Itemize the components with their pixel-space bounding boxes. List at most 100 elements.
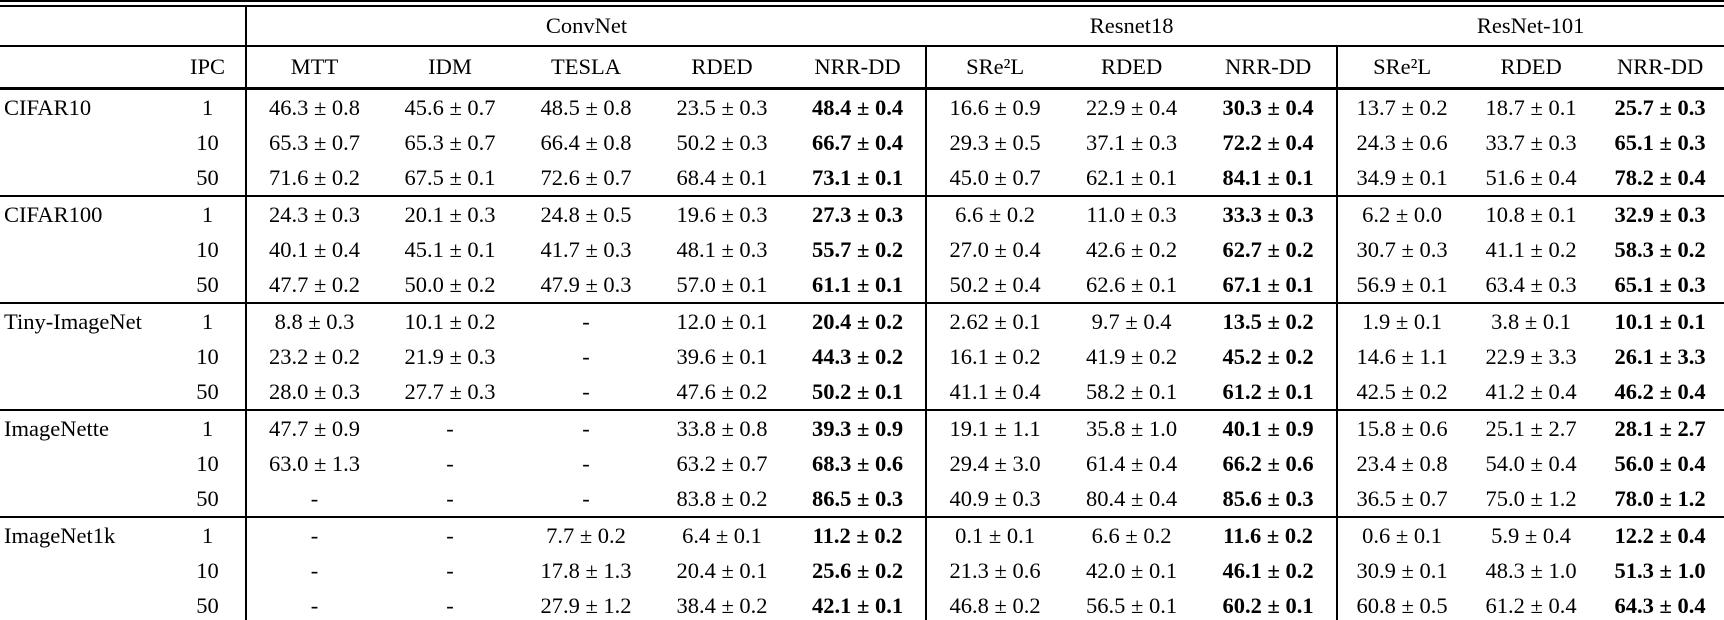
- ipc-value: 50: [170, 267, 246, 304]
- value-cell: 13.5 ± 0.2: [1222, 308, 1314, 334]
- value-cell: 60.8 ± 0.5: [1336, 588, 1467, 620]
- value-cell: 78.0 ± 1.2: [1596, 481, 1724, 518]
- ipc-value: 10: [196, 557, 219, 583]
- value-cell: -: [245, 588, 382, 620]
- value-cell: 41.2 ± 0.4: [1466, 374, 1597, 411]
- value-cell: 25.7 ± 0.3: [1614, 94, 1706, 120]
- ipc-value: 1: [201, 415, 214, 441]
- dataset-label: [0, 446, 170, 481]
- value-cell: 48.5 ± 0.8: [540, 94, 632, 120]
- value-cell: 33.7 ± 0.3: [1485, 129, 1577, 155]
- value-cell: 47.7 ± 0.2: [245, 267, 382, 304]
- value-cell: 23.5 ± 0.3: [676, 94, 768, 120]
- value-cell: 68.3 ± 0.6: [811, 450, 904, 476]
- dataset-label: ImageNette: [4, 415, 109, 441]
- value-cell: 3.8 ± 0.1: [1491, 308, 1572, 334]
- ipc-value: 50: [170, 374, 246, 411]
- value-cell: 42.5 ± 0.2: [1336, 374, 1467, 411]
- value-cell: 18.7 ± 0.1: [1485, 94, 1577, 120]
- value-cell: 16.1 ± 0.2: [925, 339, 1064, 374]
- value-cell: 10.8 ± 0.1: [1485, 201, 1577, 227]
- col-header-rded-9: RDED: [1466, 46, 1597, 90]
- dataset-label: [0, 125, 170, 160]
- value-cell: 8.8 ± 0.3: [245, 303, 382, 339]
- table-row-imagenet1k-ipc10: 10- -17.8 ± 1.3 20.4 ± 0.1 25.6 ± 0.2 21.3 ±…: [0, 553, 1724, 588]
- value-cell: 61.1 ± 0.1: [790, 267, 927, 304]
- value-cell: 50.2 ± 0.4: [925, 267, 1064, 304]
- value-cell: 30.9 ± 0.1: [1336, 553, 1467, 588]
- value-cell: 48.1 ± 0.3: [676, 236, 768, 262]
- dataset-label: [0, 267, 170, 304]
- value-cell: -: [382, 481, 518, 518]
- value-cell: 23.2 ± 0.2: [245, 339, 382, 374]
- dataset-label: [0, 160, 170, 197]
- value-cell: 61.2 ± 0.4: [1466, 588, 1597, 620]
- table-row-imagenette-ipc1: ImageNette 1 47.7 ± 0.9 - - 33.8 ± 0.8 39.3 ± …: [0, 410, 1724, 446]
- value-cell: 50.2 ± 0.1: [790, 374, 927, 411]
- ipc-value: 1: [201, 201, 214, 227]
- value-cell: 51.3 ± 1.0: [1614, 557, 1706, 583]
- value-cell: 7.7 ± 0.2: [546, 522, 626, 548]
- value-cell: 73.1 ± 0.1: [790, 160, 927, 197]
- value-cell: -: [446, 522, 454, 548]
- col-header-sre2l-8: SRe²L: [1336, 46, 1467, 90]
- value-cell: 39.6 ± 0.1: [676, 343, 768, 369]
- dataset-header-cell: [0, 46, 170, 90]
- value-cell: 2.62 ± 0.1: [925, 303, 1064, 339]
- value-cell: 67.1 ± 0.1: [1200, 267, 1338, 304]
- value-cell: 37.1 ± 0.3: [1086, 129, 1178, 155]
- value-cell: 65.1 ± 0.3: [1614, 129, 1706, 155]
- value-cell: 23.4 ± 0.8: [1336, 446, 1467, 481]
- value-cell: 45.2 ± 0.2: [1222, 343, 1314, 369]
- ipc-value: 10: [196, 129, 219, 155]
- group-header-resnet18: Resnet18: [926, 0, 1338, 47]
- ipc-value: 1: [201, 308, 214, 334]
- value-cell: 6.6 ± 0.2: [925, 196, 1064, 232]
- value-cell: 51.6 ± 0.4: [1466, 160, 1597, 197]
- value-cell: 17.8 ± 1.3: [540, 557, 632, 583]
- value-cell: 28.0 ± 0.3: [245, 374, 382, 411]
- value-cell: -: [518, 481, 654, 518]
- ipc-value: 50: [170, 588, 246, 620]
- value-cell: 5.9 ± 0.4: [1491, 522, 1572, 548]
- value-cell: 47.6 ± 0.2: [654, 374, 790, 411]
- dataset-label: [0, 481, 170, 518]
- value-cell: 47.9 ± 0.3: [518, 267, 654, 304]
- value-cell: 45.1 ± 0.1: [404, 236, 496, 262]
- table-row-imagenette-ipc50: 50- - -83.8 ± 0.2 86.5 ± 0.3 40.9 ± 0.3 80.4 …: [0, 481, 1724, 518]
- method-header-row: IPC MTT IDM TESLA RDED NRR-DD SRe²L RDED NRR-DD S…: [0, 46, 1724, 90]
- ipc-value: 1: [201, 522, 214, 548]
- value-cell: 41.7 ± 0.3: [540, 236, 632, 262]
- value-cell: 10.1 ± 0.1: [1614, 308, 1706, 334]
- dataset-label: [0, 588, 170, 620]
- value-cell: 46.2 ± 0.4: [1596, 374, 1724, 411]
- table-row-tiny-imagenet-ipc50: 50 28.0 ± 0.3 27.7 ± 0.3-47.6 ± 0.2 50.2 ± …: [0, 374, 1724, 411]
- table-row-cifar10-ipc1: CIFAR10 1 46.3 ± 0.8 45.6 ± 0.7 48.5 ± 0.8 23…: [0, 88, 1724, 125]
- ipc-value: 1: [201, 94, 214, 120]
- table-row-cifar100-ipc1: CIFAR100 1 24.3 ± 0.3 20.1 ± 0.3 24.8 ± 0.5 1…: [0, 196, 1724, 232]
- value-cell: 42.6 ± 0.2: [1086, 236, 1178, 262]
- value-cell: 56.9 ± 0.1: [1336, 267, 1467, 304]
- value-cell: 30.3 ± 0.4: [1222, 94, 1314, 120]
- dataset-label: ImageNet1k: [4, 522, 116, 548]
- value-cell: 40.9 ± 0.3: [925, 481, 1064, 518]
- value-cell: 24.8 ± 0.5: [540, 201, 632, 227]
- ipc-value: 10: [196, 236, 219, 262]
- value-cell: 58.2 ± 0.1: [1063, 374, 1201, 411]
- value-cell: 71.6 ± 0.2: [245, 160, 382, 197]
- value-cell: 58.3 ± 0.2: [1614, 236, 1706, 262]
- value-cell: 65.1 ± 0.3: [1596, 267, 1724, 304]
- corner-cell: [0, 0, 246, 47]
- value-cell: -: [582, 450, 590, 476]
- value-cell: -: [245, 481, 382, 518]
- value-cell: 14.6 ± 1.1: [1336, 339, 1467, 374]
- value-cell: -: [446, 557, 454, 583]
- dataset-label: [0, 232, 170, 267]
- value-cell: -: [245, 553, 382, 588]
- value-cell: 48.4 ± 0.4: [811, 94, 904, 120]
- table-row-tiny-imagenet-ipc10: 10 23.2 ± 0.2 21.9 ± 0.3 - 39.6 ± 0.1 44.3 ± …: [0, 339, 1724, 374]
- value-cell: 62.7 ± 0.2: [1222, 236, 1314, 262]
- value-cell: 72.2 ± 0.4: [1222, 129, 1314, 155]
- value-cell: 16.6 ± 0.9: [925, 88, 1064, 125]
